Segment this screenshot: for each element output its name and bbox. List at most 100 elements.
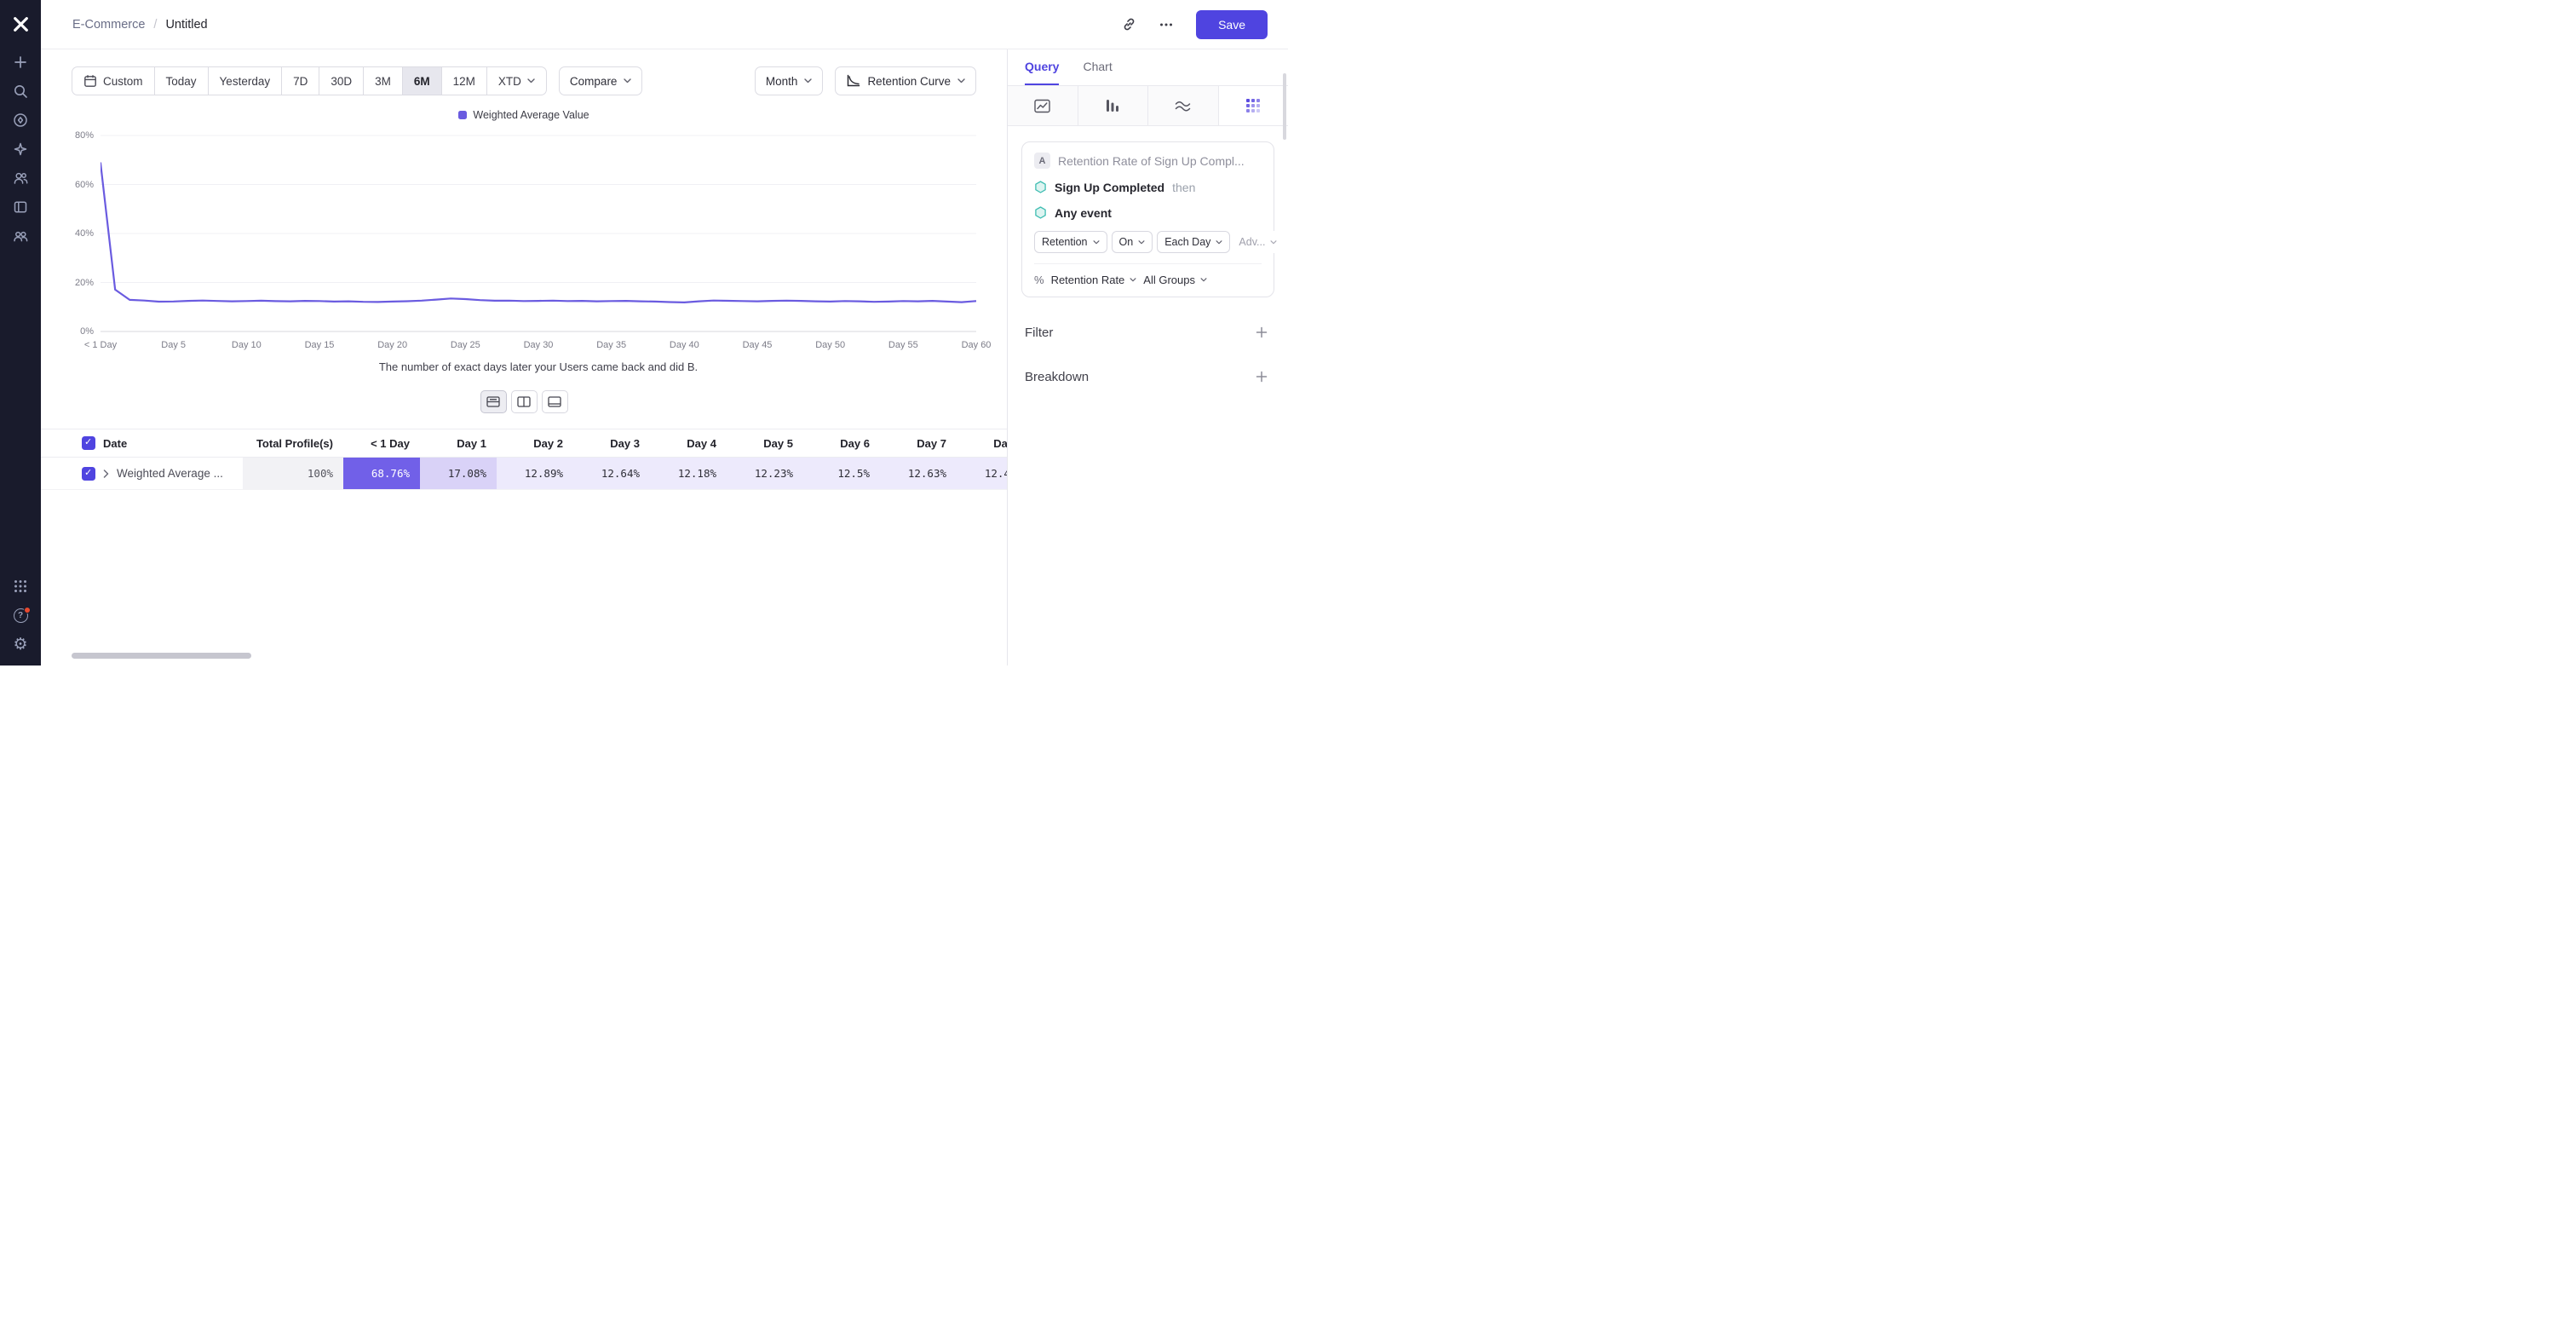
viz-line-chart-button[interactable] <box>1008 86 1078 125</box>
chevron-down-icon <box>1216 239 1222 244</box>
panel-scrollbar[interactable] <box>1283 73 1286 140</box>
chart-legend: Weighted Average Value <box>72 109 976 121</box>
query-panel: Query Chart A Retention Rate of Sign Up … <box>1007 49 1288 666</box>
cohorts-icon[interactable] <box>0 222 41 251</box>
save-button[interactable]: Save <box>1196 9 1268 39</box>
retention-chart: Weighted Average Value 0% 20% 40% 60% 80% < … <box>72 109 992 373</box>
then-label: then <box>1172 181 1196 194</box>
chevron-down-icon <box>957 78 965 84</box>
cell-lt1day[interactable]: 68.76% <box>343 458 420 489</box>
layout-split-vertical-button[interactable] <box>510 390 538 413</box>
search-icon[interactable] <box>0 77 41 106</box>
cell-day2[interactable]: 12.89% <box>497 458 573 489</box>
add-filter-button[interactable] <box>1252 323 1271 342</box>
retention-controls: Retention On Each Day Adv... <box>1034 231 1282 253</box>
more-options-icon[interactable] <box>1152 10 1181 39</box>
x-axis-labels: < 1 Day Day 5 Day 10 Day 15 Day 20 Day 25 Day … <box>83 340 992 350</box>
cell-total-profiles[interactable]: 100% <box>243 458 343 489</box>
tab-chart[interactable]: Chart <box>1083 60 1113 73</box>
column-header-day1: Day 1 <box>457 436 486 450</box>
help-glyph: ? <box>17 610 24 620</box>
interval-dropdown[interactable]: Each Day <box>1157 231 1231 253</box>
chevron-down-icon <box>804 78 813 84</box>
date-12m-button[interactable]: 12M <box>441 66 487 95</box>
date-yesterday-button[interactable]: Yesterday <box>208 66 283 95</box>
cell-day6[interactable]: 12.5% <box>803 458 880 489</box>
chart-type-dropdown[interactable]: Retention Curve <box>835 66 976 95</box>
retention-type-dropdown[interactable]: Retention <box>1034 231 1107 253</box>
date-xtd-dropdown[interactable]: XTD <box>486 66 547 95</box>
controls-row: Custom Today Yesterday 7D 30D 3M 6M 12M … <box>72 66 976 95</box>
query-step-title: Retention Rate of Sign Up Compl... <box>1058 153 1245 168</box>
add-breakdown-button[interactable] <box>1252 367 1271 386</box>
copy-link-icon[interactable] <box>1114 10 1143 39</box>
column-header-day6: Day 6 <box>840 436 870 450</box>
plus-icon <box>1256 326 1268 338</box>
apps-grid-icon[interactable] <box>0 572 41 601</box>
viz-flow-button[interactable] <box>1148 86 1219 125</box>
left-nav: ? ⚙ <box>0 0 41 666</box>
mixpanel-logo[interactable] <box>9 13 32 35</box>
select-all-checkbox[interactable] <box>82 436 95 450</box>
retention-line <box>101 131 976 336</box>
create-button[interactable] <box>0 48 41 77</box>
granularity-dropdown[interactable]: Month <box>754 66 824 95</box>
date-today-button[interactable]: Today <box>154 66 209 95</box>
topbar-actions: Save <box>1114 9 1268 39</box>
viz-retention-grid-button[interactable] <box>1218 86 1288 125</box>
tab-query[interactable]: Query <box>1025 49 1060 85</box>
event-b-name[interactable]: Any event <box>1055 206 1112 220</box>
report-main: Custom Today Yesterday 7D 30D 3M 6M 12M … <box>41 49 1007 666</box>
legend-label: Weighted Average Value <box>473 109 589 121</box>
date-6m-button[interactable]: 6M <box>402 66 442 95</box>
date-7d-button[interactable]: 7D <box>282 66 320 95</box>
event-row-a[interactable]: Sign Up Completed then <box>1034 181 1262 194</box>
column-header-date: Date <box>103 436 128 450</box>
metric-controls: % Retention Rate All Groups <box>1034 263 1262 286</box>
layout-bottom-panel-button[interactable] <box>541 390 568 413</box>
y-axis-labels: 0% 20% 40% 60% 80% <box>74 130 94 337</box>
query-card: A Retention Rate of Sign Up Compl... Sig… <box>1021 141 1282 297</box>
date-30d-button[interactable]: 30D <box>319 66 365 95</box>
on-dropdown[interactable]: On <box>1111 231 1153 253</box>
horizontal-scrollbar[interactable] <box>72 653 251 659</box>
cell-day8[interactable]: 12.41% <box>957 458 1007 489</box>
cell-day3[interactable]: 12.64% <box>573 458 650 489</box>
cell-day4[interactable]: 12.18% <box>650 458 727 489</box>
breakdown-section-label: Breakdown <box>1025 369 1090 384</box>
expand-row-chevron-icon[interactable] <box>103 469 109 478</box>
explore-compass-icon[interactable] <box>0 106 41 135</box>
cell-day1[interactable]: 17.08% <box>420 458 497 489</box>
filter-section: Filter <box>1008 323 1288 342</box>
groups-dropdown[interactable]: All Groups <box>1143 274 1207 286</box>
bar-chart-icon <box>1107 100 1119 112</box>
compare-dropdown[interactable]: Compare <box>558 66 643 95</box>
boards-icon[interactable] <box>0 193 41 222</box>
topbar: E-Commerce / Untitled Save <box>41 0 1288 49</box>
advanced-dropdown[interactable]: Adv... <box>1234 231 1282 253</box>
chevron-down-icon <box>527 78 535 84</box>
settings-gear-icon[interactable]: ⚙ <box>0 630 41 659</box>
date-custom-button[interactable]: Custom <box>72 66 155 95</box>
column-header-day4: Day 4 <box>687 436 716 450</box>
help-icon[interactable]: ? <box>0 601 41 630</box>
event-hexagon-icon <box>1035 206 1046 219</box>
cell-day7[interactable]: 12.63% <box>880 458 957 489</box>
row-checkbox[interactable] <box>82 466 95 481</box>
layout-split-horizontal-button[interactable] <box>480 390 507 413</box>
breadcrumb-project[interactable]: E-Commerce <box>72 17 146 32</box>
users-icon[interactable] <box>0 164 41 193</box>
event-hexagon-icon <box>1035 181 1046 193</box>
date-3m-button[interactable]: 3M <box>364 66 403 95</box>
column-header-day3: Day 3 <box>610 436 640 450</box>
event-row-b[interactable]: Any event <box>1034 206 1262 220</box>
column-header-day7: Day 7 <box>917 436 946 450</box>
calendar-icon <box>84 75 96 87</box>
event-a-name[interactable]: Sign Up Completed <box>1055 181 1165 194</box>
viz-type-selector <box>1008 85 1288 126</box>
breadcrumb-page-title[interactable]: Untitled <box>165 17 208 32</box>
viz-bar-chart-button[interactable] <box>1078 86 1148 125</box>
metric-dropdown[interactable]: Retention Rate <box>1051 274 1137 286</box>
flows-sparkle-icon[interactable] <box>0 135 41 164</box>
cell-day5[interactable]: 12.23% <box>727 458 803 489</box>
